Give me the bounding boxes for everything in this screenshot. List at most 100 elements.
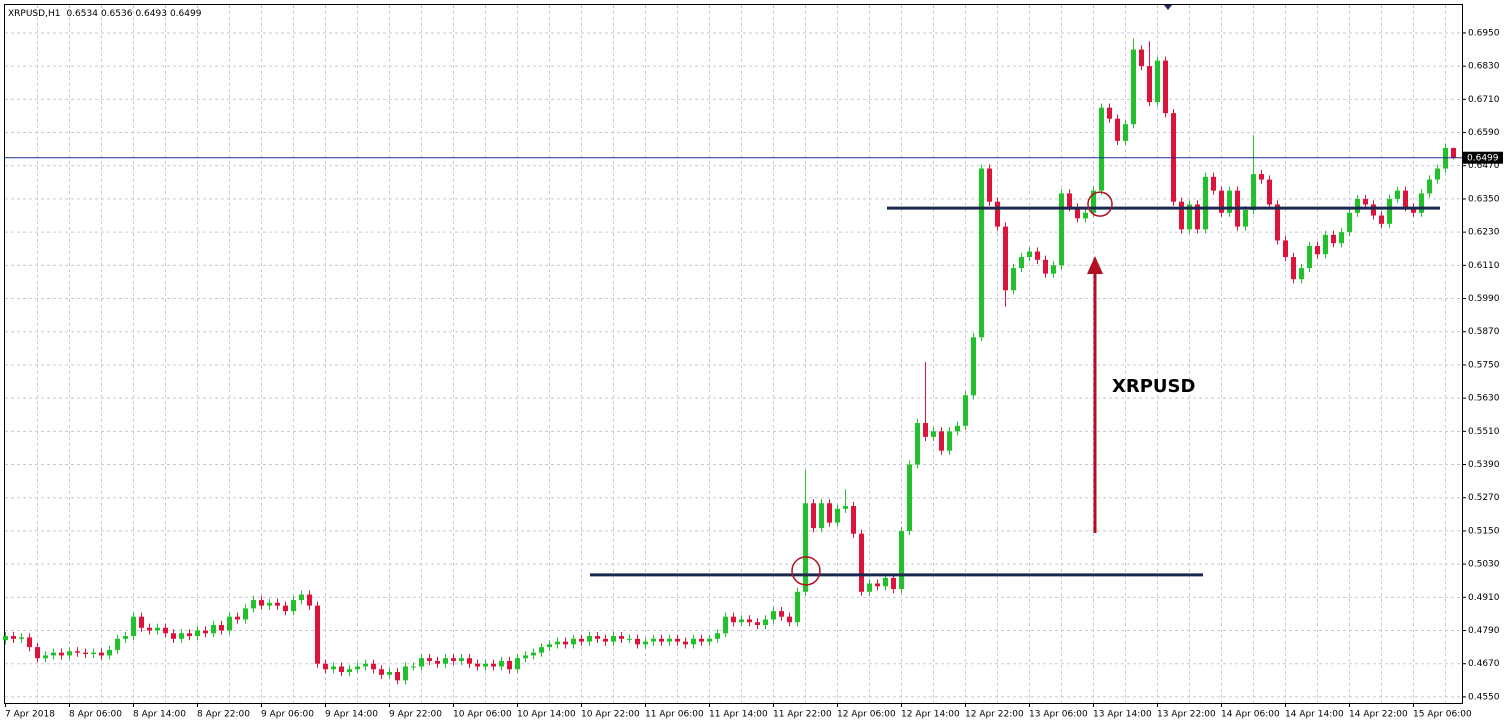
candle-body — [515, 658, 520, 670]
candle-body — [43, 655, 48, 659]
candle-body — [3, 636, 8, 641]
candle-body — [35, 647, 40, 659]
y-tick-label: 0.6470 — [1468, 161, 1500, 171]
candle-body — [1267, 179, 1272, 205]
candle-body — [627, 638, 632, 640]
candle-body — [691, 638, 696, 645]
candle-body — [203, 630, 208, 634]
candle-body — [195, 630, 200, 637]
candle-body — [323, 663, 328, 670]
candle-body — [491, 663, 496, 667]
candle-body — [1219, 190, 1224, 213]
candle-body — [459, 658, 464, 661]
candle-body — [1187, 204, 1192, 230]
candle-body — [1411, 207, 1416, 213]
candle-body — [1355, 198, 1360, 213]
candle-body — [1291, 257, 1296, 280]
candle-body — [739, 619, 744, 623]
candle-body — [811, 503, 816, 529]
candle-body — [1131, 49, 1136, 125]
candle-body — [1115, 118, 1120, 141]
candle-body — [227, 616, 232, 631]
candle-body — [1003, 226, 1008, 291]
y-tick-label: 0.5390 — [1468, 460, 1500, 470]
candle-body — [443, 658, 448, 664]
candle-body — [171, 633, 176, 639]
candle-body — [1275, 204, 1280, 241]
y-tick-label: 0.6230 — [1468, 228, 1500, 238]
candle-body — [1019, 257, 1024, 269]
candle-body — [11, 636, 16, 639]
candle-body — [283, 605, 288, 612]
candle-body — [619, 636, 624, 639]
x-tick-label: 11 Apr 22:00 — [773, 710, 832, 720]
candle-body — [91, 652, 96, 655]
y-tick-label: 0.5750 — [1468, 360, 1500, 370]
candle-body — [1075, 207, 1080, 219]
candle-body — [1243, 210, 1248, 227]
x-tick-label: 8 Apr 14:00 — [133, 710, 186, 720]
candle-body — [563, 641, 568, 645]
candle-body — [483, 663, 488, 667]
x-tick-label: 13 Apr 22:00 — [1157, 710, 1216, 720]
candle-body — [1363, 198, 1368, 205]
arrow-head — [1087, 256, 1103, 274]
x-tick-label: 15 Apr 06:00 — [1413, 710, 1472, 720]
candle-body — [1067, 193, 1072, 208]
candle-body — [331, 666, 336, 670]
candle-body — [371, 663, 376, 670]
candle-body — [1011, 268, 1016, 291]
candle-body — [475, 663, 480, 667]
header-low: 0.6493 — [135, 9, 167, 19]
x-tick-label: 9 Apr 06:00 — [261, 710, 314, 720]
candle-body — [539, 647, 544, 653]
candle-body — [1139, 49, 1144, 67]
candle-body — [1427, 179, 1432, 194]
candle-body — [131, 616, 136, 637]
candle-body — [1107, 107, 1112, 119]
y-tick-label: 0.5030 — [1468, 560, 1500, 570]
candle-body — [547, 644, 552, 648]
candle-body — [707, 638, 712, 642]
candle-body — [947, 431, 952, 451]
y-tick-label: 0.6350 — [1468, 194, 1500, 204]
candle-body — [123, 636, 128, 639]
candle-body — [1395, 190, 1400, 199]
header: XRPUSD,H1 0.6534 0.6536 0.6493 0.6499 — [8, 9, 202, 19]
candle-body — [659, 638, 664, 642]
candle-body — [467, 658, 472, 664]
candle-body — [1451, 148, 1456, 158]
candle-body — [347, 669, 352, 673]
candle-body — [843, 506, 848, 509]
candle-body — [1435, 168, 1440, 180]
candle-body — [875, 583, 880, 587]
candle-body — [667, 638, 672, 642]
candle-body — [723, 616, 728, 634]
y-tick-label: 0.5990 — [1468, 294, 1500, 304]
annotation: XRPUSD — [1112, 376, 1195, 397]
candle-body — [411, 666, 416, 668]
header-close: 0.6499 — [170, 9, 202, 19]
breakout-circle — [791, 556, 821, 586]
candle-body — [675, 638, 680, 642]
candle-body — [779, 611, 784, 617]
candle-body — [891, 577, 896, 590]
candle-body — [763, 619, 768, 625]
candle-body — [1259, 174, 1264, 180]
candle-body — [1299, 268, 1304, 280]
candle-body — [379, 669, 384, 675]
candle-body — [1419, 193, 1424, 213]
candle-body — [355, 666, 360, 670]
candle-body — [1179, 201, 1184, 230]
candle-body — [1315, 245, 1320, 255]
candle-body — [603, 638, 608, 642]
candle-body — [451, 658, 456, 661]
candle-body — [899, 530, 904, 590]
header-open: 0.6534 — [66, 9, 98, 19]
y-tick-label: 0.6710 — [1468, 95, 1500, 105]
candle-body — [1443, 148, 1448, 169]
candle-body — [1307, 245, 1312, 269]
x-tick-label: 14 Apr 22:00 — [1349, 710, 1408, 720]
